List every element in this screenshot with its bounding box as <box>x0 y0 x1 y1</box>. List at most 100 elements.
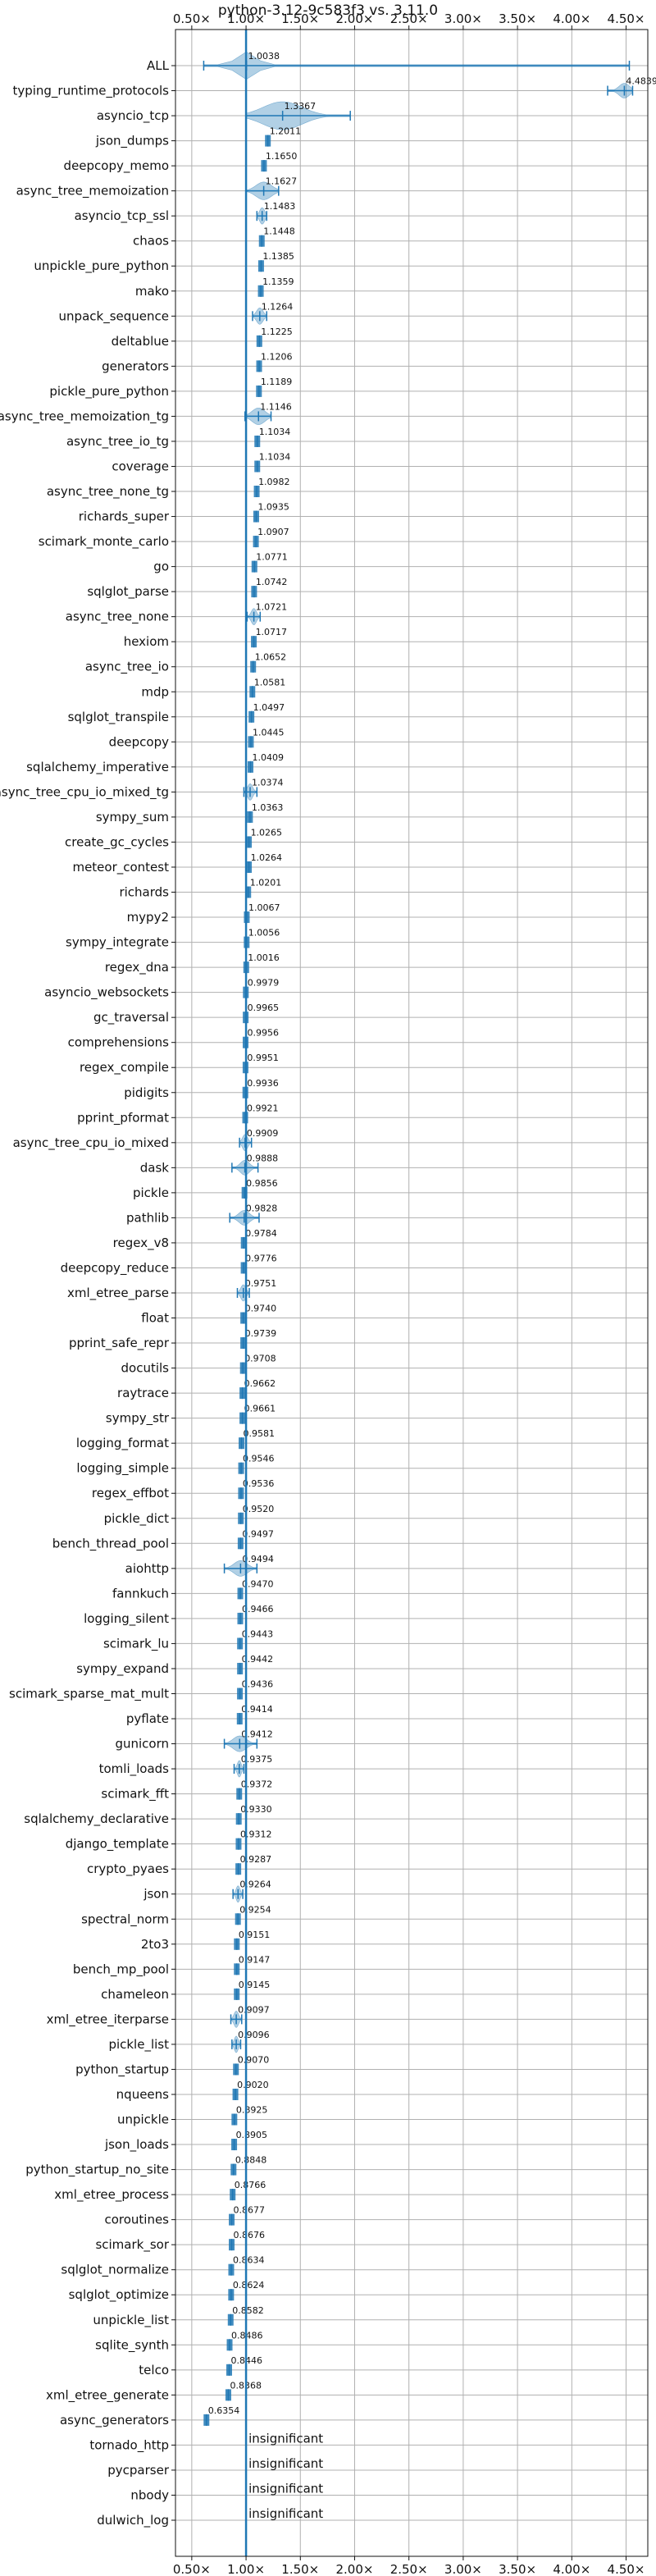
benchmark-violin: 0.9330 <box>235 1804 272 1825</box>
benchmark-violin: 0.9497 <box>237 1528 274 1550</box>
benchmark-violin: 0.8582 <box>227 2305 264 2326</box>
benchmark-label: spectral_norm <box>81 1911 169 1927</box>
value-label: 0.9708 <box>244 1354 276 1364</box>
benchmark-violin: 0.8624 <box>228 2280 264 2301</box>
benchmark-label: sympy_integrate <box>66 935 169 951</box>
benchmark-label: coroutines <box>104 2213 169 2227</box>
benchmark-violin: 0.9470 <box>237 1578 274 1600</box>
benchmark-label: raytrace <box>117 1386 169 1400</box>
benchmark-violin: 0.9776 <box>240 1253 277 1274</box>
value-label: 1.0016 <box>248 952 280 963</box>
value-label: 0.9784 <box>245 1228 277 1239</box>
value-label: 0.9442 <box>242 1654 274 1665</box>
benchmark-label: scimark_monte_carlo <box>39 534 169 550</box>
benchmark-label: crypto_pyaes <box>87 1861 169 1877</box>
benchmark-violin: 0.9708 <box>239 1354 276 1374</box>
benchmark-violin: 1.0935 <box>253 502 289 523</box>
value-label: 0.9497 <box>242 1528 274 1539</box>
x-tick-label-bottom: 3.00× <box>444 2562 482 2576</box>
value-label: 1.0717 <box>256 627 288 637</box>
value-label: 0.9921 <box>247 1103 279 1113</box>
x-tick-label-top: 2.00× <box>335 11 373 26</box>
x-tick-label-top: 2.50× <box>390 11 428 26</box>
benchmark-label: pickle_pure_python <box>49 384 169 400</box>
benchmark-violin: 0.8446 <box>226 2355 262 2376</box>
benchmark-violin: 1.0363 <box>247 802 283 823</box>
value-label: 0.9414 <box>241 1704 273 1715</box>
benchmark-label: pathlib <box>126 1210 169 1225</box>
benchmark-violin: 0.8905 <box>231 2130 267 2151</box>
benchmark-violin: 0.8676 <box>229 2230 265 2251</box>
value-label: 1.1385 <box>262 251 294 262</box>
benchmark-violin: 1.0907 <box>253 527 289 548</box>
value-label: 1.0374 <box>252 777 284 788</box>
benchmark-label: fannkuch <box>112 1586 169 1601</box>
benchmark-label: dulwich_log <box>97 2513 169 2528</box>
benchmark-label: xml_etree_iterparse <box>47 2012 169 2027</box>
value-label: 0.6354 <box>208 2405 240 2416</box>
value-label: 1.1225 <box>261 327 293 337</box>
value-label: 0.9776 <box>245 1253 277 1263</box>
benchmark-label: python_startup_no_site <box>25 2163 169 2178</box>
benchmark-label: mako <box>135 284 169 299</box>
benchmark-violin: 0.9312 <box>235 1829 271 1850</box>
benchmark-violin: 0.8848 <box>230 2155 266 2176</box>
benchmark-violin: 1.1189 <box>256 377 292 397</box>
value-label: 0.8582 <box>232 2305 264 2316</box>
benchmark-violin: 0.9546 <box>238 1454 275 1474</box>
benchmark-violin: 0.9661 <box>239 1404 276 1424</box>
benchmark-label: sqlglot_transpile <box>68 710 169 725</box>
benchmark-label: xml_etree_parse <box>67 1286 169 1301</box>
value-label: 1.1206 <box>261 351 293 362</box>
benchmark-violin: 0.9372 <box>236 1779 272 1800</box>
benchmark-label: async_tree_cpu_io_mixed <box>13 1135 169 1151</box>
value-label: 1.0742 <box>256 577 288 587</box>
benchmark-label: asyncio_tcp <box>97 108 169 124</box>
x-tick-label-top: 4.50× <box>608 11 645 26</box>
value-label: 0.9070 <box>238 2054 270 2065</box>
benchmark-label: richards_super <box>79 509 170 525</box>
benchmark-violin: 1.0067 <box>244 902 280 924</box>
benchmark-violin: 0.9936 <box>242 1078 279 1098</box>
benchmark-label: unpickle <box>117 2112 169 2127</box>
benchmark-label: nqueens <box>116 2087 169 2102</box>
benchmark-violin: 0.9828 <box>229 1203 277 1226</box>
benchmark-label: logging_format <box>76 1436 169 1451</box>
benchmark-label: deepcopy <box>109 734 169 749</box>
benchmark-violin: 0.9020 <box>232 2080 269 2100</box>
value-label: 1.0363 <box>252 802 284 813</box>
value-label: 1.1034 <box>259 427 291 437</box>
benchmark-label: pickle_list <box>108 2037 169 2053</box>
benchmark-violin: 1.1385 <box>257 251 294 272</box>
plot-frame <box>175 29 649 2557</box>
benchmark-violin: 1.0264 <box>246 852 282 873</box>
benchmark-violin: 1.1650 <box>261 151 297 172</box>
benchmark-label: tomli_loads <box>99 1761 170 1777</box>
benchmark-label: async_tree_memoization <box>16 184 169 199</box>
value-label: 0.9494 <box>242 1554 274 1564</box>
benchmark-violin: 0.9375 <box>233 1754 272 1778</box>
benchmark-violin: 0.9151 <box>234 1930 270 1950</box>
value-label: 1.0771 <box>256 552 288 563</box>
benchmark-violin: 1.1225 <box>256 327 293 347</box>
benchmark-label: scimark_sparse_mat_mult <box>9 1686 169 1701</box>
benchmark-violin: 0.9951 <box>242 1053 279 1074</box>
value-label: 0.9661 <box>244 1404 276 1414</box>
benchmark-violin: 1.0038 <box>203 51 631 80</box>
benchmark-label: async_tree_io_tg <box>66 434 169 450</box>
benchmark-label: bench_thread_pool <box>52 1536 169 1551</box>
benchmark-label: json_loads <box>104 2137 169 2153</box>
benchmark-violin: 0.9520 <box>238 1504 274 1524</box>
benchmark-violin: 0.9412 <box>223 1729 273 1752</box>
benchmark-violin: 0.9494 <box>223 1554 274 1577</box>
value-label: 1.1483 <box>264 201 296 212</box>
value-label: 0.9287 <box>240 1854 272 1865</box>
benchmark-violin: 0.9662 <box>239 1378 276 1400</box>
value-label: 1.0056 <box>248 928 280 939</box>
benchmark-label: telco <box>139 2363 169 2377</box>
benchmark-label: unpack_sequence <box>59 308 169 324</box>
benchmark-label: docutils <box>121 1361 170 1376</box>
benchmark-violin: 1.0652 <box>250 652 286 673</box>
benchmark-violin: 0.9921 <box>242 1103 279 1124</box>
